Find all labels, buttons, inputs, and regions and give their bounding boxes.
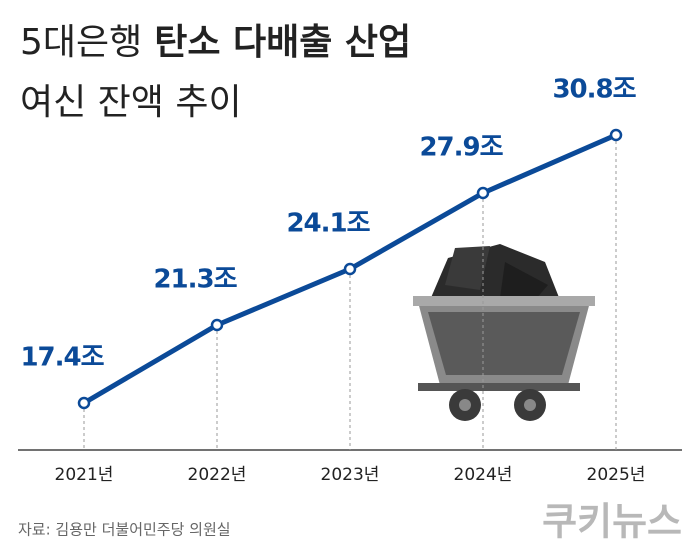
data-label: 17.4조: [20, 343, 104, 373]
logo: 쿠키뉴스: [542, 500, 682, 544]
x-tick-label: 2024년: [454, 465, 513, 485]
x-tick-label: 2025년: [587, 465, 646, 485]
source-note: 자료: 김용만 더불어민주당 의원실: [18, 521, 231, 539]
data-point: [77, 396, 91, 410]
data-point: [343, 262, 357, 276]
title-emphasis: 탄소 다배출 산업: [154, 22, 411, 63]
x-tick-label: 2022년: [188, 465, 247, 485]
chart-title: 5대은행 탄소 다배출 산업: [20, 22, 411, 63]
title-lead: 5대은행: [20, 22, 142, 63]
data-label: 30.8조: [552, 75, 636, 105]
data-label: 27.9조: [419, 133, 503, 163]
chart-subtitle: 여신 잔액 추이: [20, 82, 242, 123]
data-point: [210, 318, 224, 332]
data-point: [609, 128, 623, 142]
coal-cart-illustration: [413, 244, 595, 421]
x-tick-label: 2021년: [55, 465, 114, 485]
data-label: 24.1조: [286, 209, 370, 239]
x-tick-label: 2023년: [321, 465, 380, 485]
data-point: [476, 186, 490, 200]
data-label: 21.3조: [153, 265, 237, 295]
